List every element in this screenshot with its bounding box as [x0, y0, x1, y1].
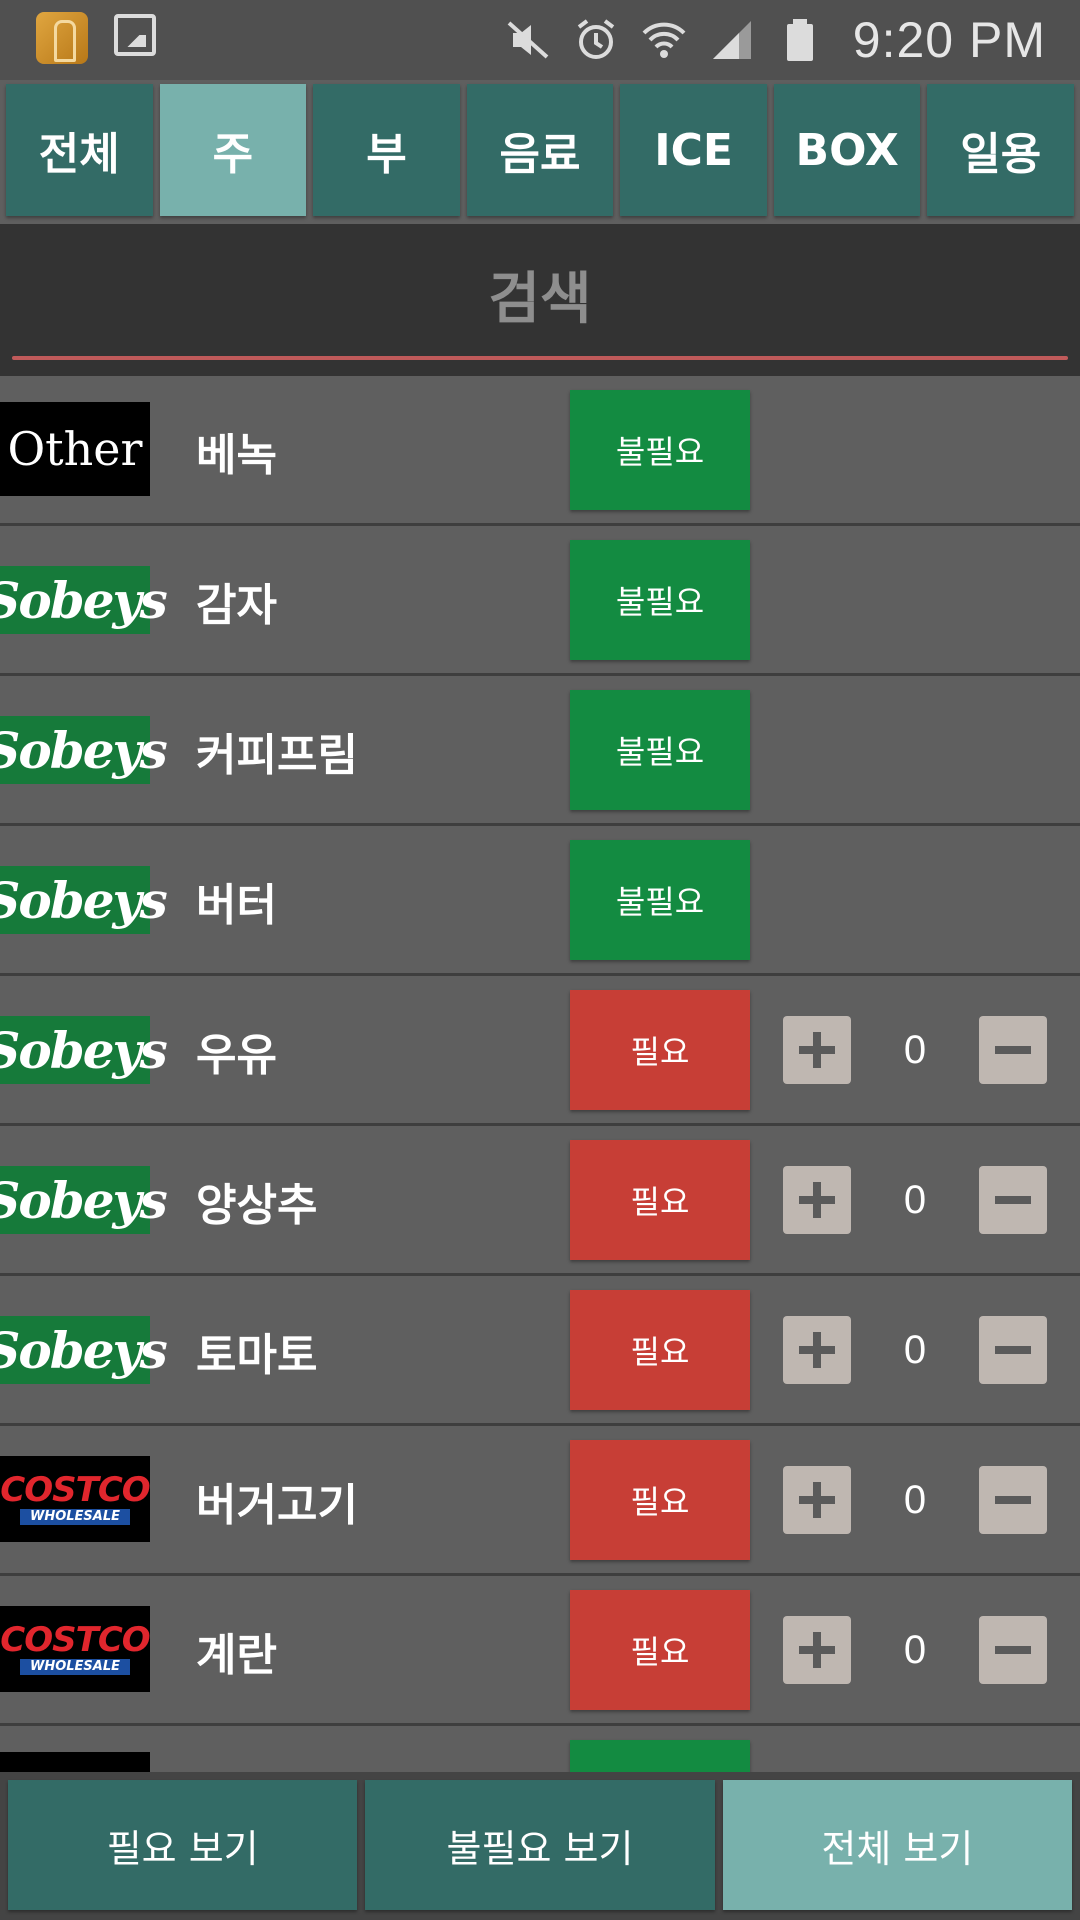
- search-field[interactable]: 검색: [0, 224, 1080, 376]
- item-name: 버터: [196, 880, 277, 931]
- item-name: 우유: [196, 1030, 277, 1081]
- status-toggle-button[interactable]: 불필요: [570, 690, 750, 810]
- list-item: Sobeys 토마토 필요 0: [0, 1276, 1080, 1426]
- quantity-value: 0: [903, 1627, 927, 1672]
- minus-icon: [995, 1196, 1031, 1204]
- store-logo-sobeys: Sobeys: [0, 566, 168, 634]
- tab-all[interactable]: 전체: [6, 84, 153, 216]
- quantity-value: 0: [903, 1027, 927, 1072]
- increment-button[interactable]: [783, 1166, 851, 1234]
- show-needed-button[interactable]: 필요 보기: [8, 1780, 358, 1910]
- store-logo-costco: COSTCO WHOLESALE: [0, 1606, 151, 1692]
- status-toggle-button[interactable]: 불필요: [570, 390, 750, 510]
- item-name: 버거고기: [196, 1480, 358, 1531]
- signal-icon: [709, 17, 755, 63]
- decrement-button[interactable]: [979, 1316, 1047, 1384]
- store-logo-costco: COSTCO WHOLESALE: [0, 1456, 151, 1542]
- list-item: [0, 1726, 1080, 1772]
- list-item: Sobeys 양상추 필요 0: [0, 1126, 1080, 1276]
- quantity-value: 0: [903, 1177, 927, 1222]
- decrement-button[interactable]: [979, 1616, 1047, 1684]
- item-name: 커피프림: [196, 730, 358, 781]
- item-name: 감자: [196, 580, 277, 631]
- list-item: Sobeys 우유 필요 0: [0, 976, 1080, 1126]
- status-toggle-button[interactable]: 필요: [570, 990, 750, 1110]
- quantity-stepper: 0: [783, 1016, 1047, 1084]
- item-name: 양상추: [196, 1180, 318, 1231]
- show-all-button[interactable]: 전체 보기: [722, 1780, 1072, 1910]
- list-item: COSTCO WHOLESALE 계란 필요 0: [0, 1576, 1080, 1726]
- status-toggle-button[interactable]: 필요: [570, 1140, 750, 1260]
- plus-icon: [799, 1032, 835, 1068]
- status-toggle-button[interactable]: 필요: [570, 1440, 750, 1560]
- alarm-icon: [573, 17, 619, 63]
- store-logo-sobeys: Sobeys: [0, 1166, 168, 1234]
- show-unneeded-button[interactable]: 불필요 보기: [365, 1780, 715, 1910]
- store-logo-sobeys: Sobeys: [0, 716, 168, 784]
- search-label: 검색: [488, 267, 592, 332]
- status-toggle-button[interactable]: 필요: [570, 1590, 750, 1710]
- filter-bar: 필요 보기 불필요 보기 전체 보기: [0, 1772, 1080, 1920]
- list-item: Other 베녹 불필요: [0, 376, 1080, 526]
- wifi-icon: [641, 17, 687, 63]
- minus-icon: [995, 1496, 1031, 1504]
- item-list[interactable]: Other 베녹 불필요 Sobeys 감자 불필요 Sobeys 커피프림 불…: [0, 376, 1080, 1772]
- tab-main[interactable]: 주: [159, 84, 307, 216]
- plus-icon: [799, 1632, 835, 1668]
- quantity-stepper: 0: [783, 1166, 1047, 1234]
- status-toggle-button[interactable]: [570, 1740, 750, 1772]
- increment-button[interactable]: [783, 1616, 851, 1684]
- minus-icon: [995, 1646, 1031, 1654]
- store-logo-sobeys: Sobeys: [0, 1016, 168, 1084]
- status-toggle-button[interactable]: 불필요: [570, 840, 750, 960]
- app-icon: [36, 12, 88, 64]
- gallery-icon: [114, 14, 156, 56]
- item-name: 베녹: [196, 430, 277, 481]
- quantity-stepper: 0: [783, 1316, 1047, 1384]
- plus-icon: [799, 1332, 835, 1368]
- store-logo-sobeys: Sobeys: [0, 1316, 168, 1384]
- tab-box[interactable]: BOX: [773, 84, 921, 216]
- item-name: 계란: [196, 1630, 277, 1681]
- quantity-value: 0: [903, 1327, 927, 1372]
- tab-sub[interactable]: 부: [313, 84, 460, 216]
- quantity-stepper: 0: [783, 1466, 1047, 1534]
- list-item: Sobeys 감자 불필요: [0, 526, 1080, 676]
- status-toggle-button[interactable]: 필요: [570, 1290, 750, 1410]
- quantity-stepper: 0: [783, 1616, 1047, 1684]
- category-tabs: 전체 주 부 음료 ICE BOX 일용: [6, 84, 1075, 216]
- decrement-button[interactable]: [979, 1166, 1047, 1234]
- minus-icon: [995, 1046, 1031, 1054]
- status-bar: 9:20 PM: [0, 0, 1080, 80]
- quantity-value: 0: [903, 1477, 927, 1522]
- mute-icon: [505, 17, 551, 63]
- item-name: 토마토: [196, 1330, 318, 1381]
- minus-icon: [995, 1346, 1031, 1354]
- plus-icon: [799, 1182, 835, 1218]
- list-item: Sobeys 커피프림 불필요: [0, 676, 1080, 826]
- clock: 9:20 PM: [852, 12, 1046, 68]
- store-logo-sobeys: Sobeys: [0, 866, 168, 934]
- tab-ice[interactable]: ICE: [620, 84, 767, 216]
- list-item: COSTCO WHOLESALE 버거고기 필요 0: [0, 1426, 1080, 1576]
- search-underline: [12, 356, 1068, 360]
- increment-button[interactable]: [783, 1316, 851, 1384]
- increment-button[interactable]: [783, 1016, 851, 1084]
- decrement-button[interactable]: [979, 1016, 1047, 1084]
- list-item: Sobeys 버터 불필요: [0, 826, 1080, 976]
- tab-daily[interactable]: 일용: [927, 84, 1075, 216]
- battery-icon: [777, 17, 823, 63]
- plus-icon: [799, 1482, 835, 1518]
- increment-button[interactable]: [783, 1466, 851, 1534]
- tab-drinks[interactable]: 음료: [466, 84, 614, 216]
- decrement-button[interactable]: [979, 1466, 1047, 1534]
- status-toggle-button[interactable]: 불필요: [570, 540, 750, 660]
- store-logo-other: Other: [0, 402, 150, 496]
- store-logo-other: [0, 1752, 150, 1772]
